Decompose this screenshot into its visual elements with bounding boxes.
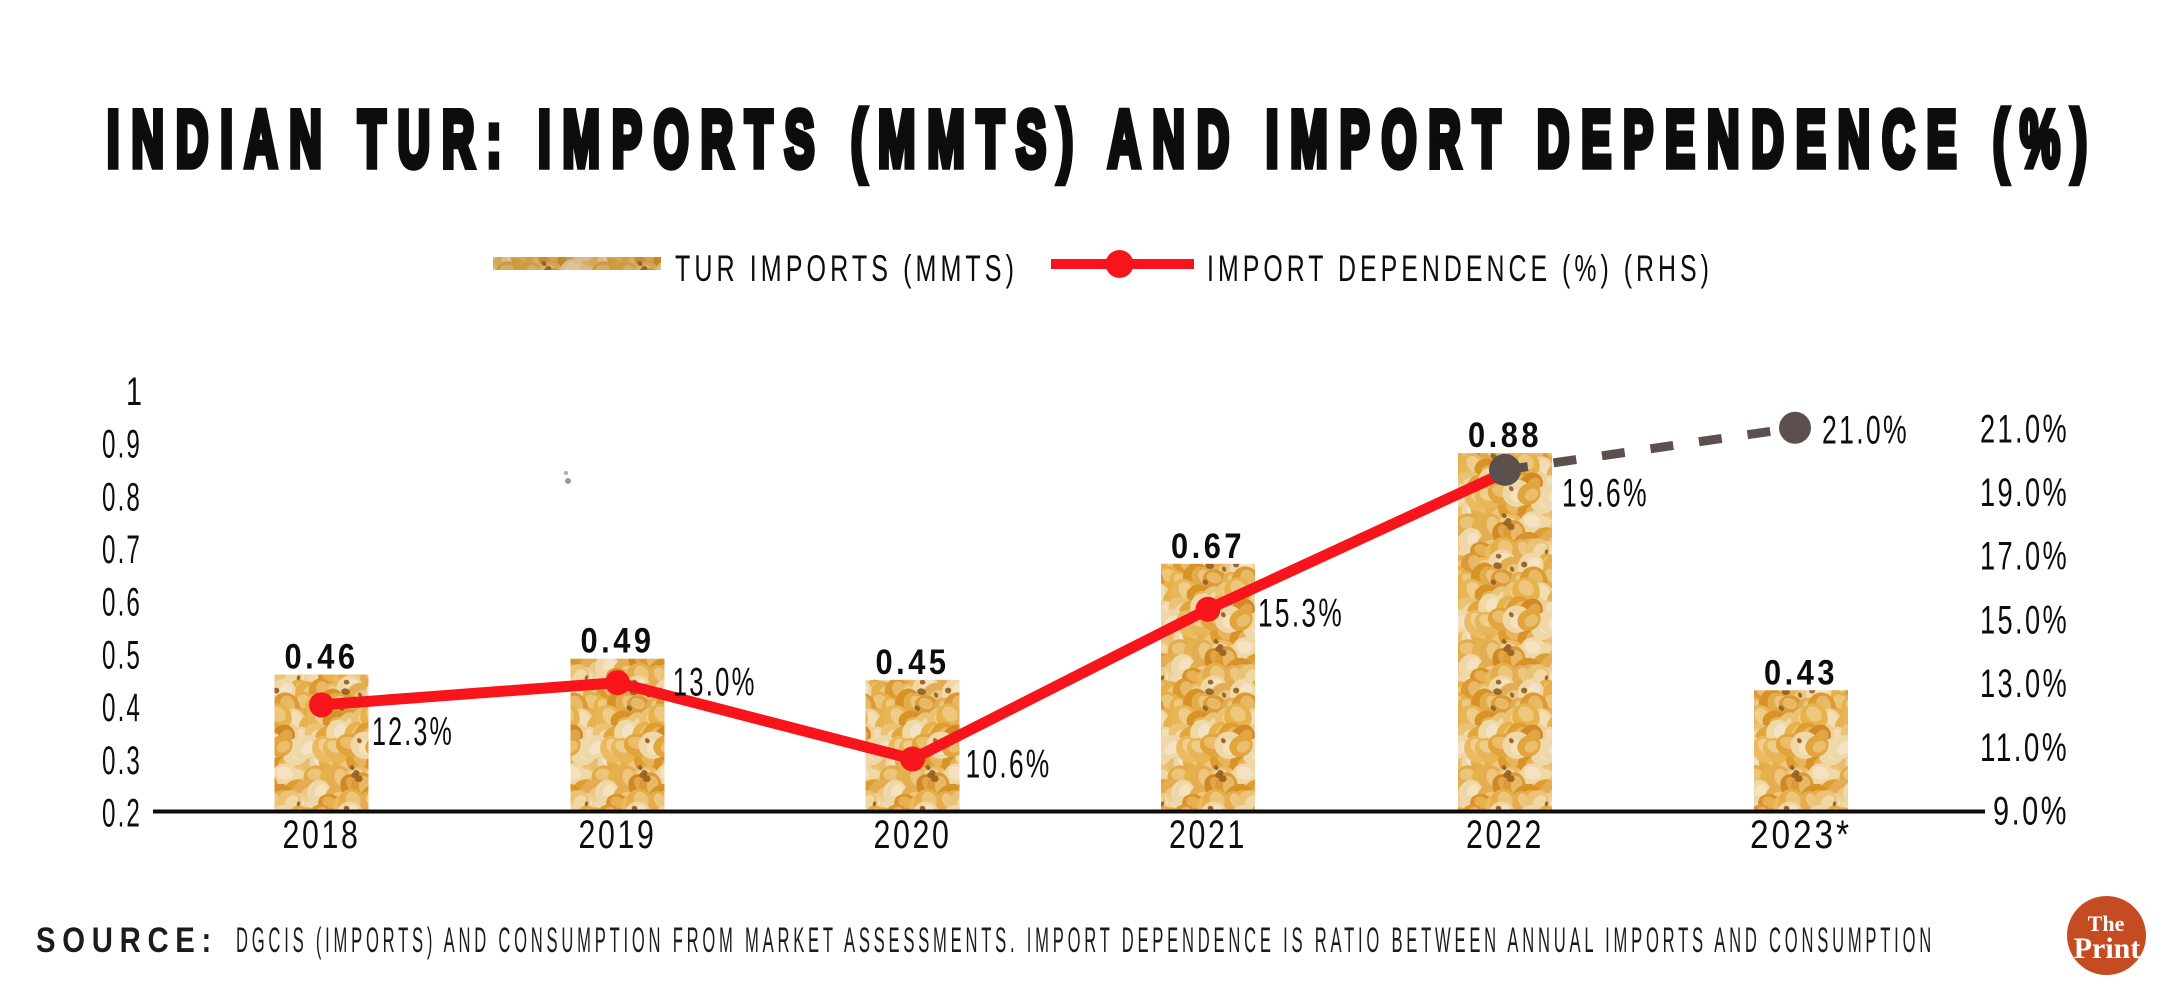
svg-text:15.3%: 15.3% bbox=[1258, 592, 1344, 636]
svg-text:2022: 2022 bbox=[1466, 813, 1544, 857]
svg-text:Print: Print bbox=[2074, 932, 2141, 965]
svg-text:0.8: 0.8 bbox=[102, 475, 142, 519]
svg-text:0.4: 0.4 bbox=[102, 686, 142, 730]
svg-text:0.49: 0.49 bbox=[581, 622, 655, 661]
svg-text:21.0%: 21.0% bbox=[1980, 407, 2069, 451]
svg-text:13.0%: 13.0% bbox=[1980, 662, 2069, 706]
svg-text:15.0%: 15.0% bbox=[1980, 598, 2069, 642]
svg-text:0.6: 0.6 bbox=[102, 581, 142, 625]
svg-text:0.45: 0.45 bbox=[876, 643, 950, 682]
svg-text:19.0%: 19.0% bbox=[1980, 471, 2069, 515]
svg-text:11.0%: 11.0% bbox=[1980, 726, 2069, 770]
svg-text:9.0%: 9.0% bbox=[1993, 790, 2069, 834]
svg-text:The: The bbox=[2088, 911, 2125, 936]
svg-text:17.0%: 17.0% bbox=[1980, 535, 2069, 579]
svg-text:0.88: 0.88 bbox=[1468, 416, 1542, 455]
svg-text:IMPORT DEPENDENCE (%) (RHS): IMPORT DEPENDENCE (%) (RHS) bbox=[1207, 248, 1713, 289]
svg-text:SOURCE:: SOURCE: bbox=[36, 921, 218, 960]
svg-text:INDIAN TUR: IMPORTS (MMTS) AND: INDIAN TUR: IMPORTS (MMTS) AND IMPORT DE… bbox=[107, 95, 2099, 184]
svg-text:19.6%: 19.6% bbox=[1562, 472, 1649, 516]
svg-text:1: 1 bbox=[126, 370, 142, 414]
svg-text:2018: 2018 bbox=[283, 813, 361, 857]
svg-text:0.3: 0.3 bbox=[102, 739, 142, 783]
svg-text:12.3%: 12.3% bbox=[372, 710, 454, 754]
svg-text:0.2: 0.2 bbox=[102, 792, 142, 836]
svg-text:DGCIS (IMPORTS) AND CONSUMPTIO: DGCIS (IMPORTS) AND CONSUMPTION FROM MAR… bbox=[236, 921, 1935, 960]
svg-text:0.67: 0.67 bbox=[1171, 527, 1245, 566]
svg-text:10.6%: 10.6% bbox=[966, 743, 1052, 787]
svg-text:13.0%: 13.0% bbox=[673, 660, 757, 704]
svg-text:0.5: 0.5 bbox=[102, 633, 142, 677]
svg-text:2023*: 2023* bbox=[1750, 813, 1852, 857]
svg-text:2019: 2019 bbox=[579, 813, 657, 857]
svg-text:0.46: 0.46 bbox=[285, 638, 359, 677]
svg-text:0.43: 0.43 bbox=[1764, 653, 1838, 692]
svg-text:2020: 2020 bbox=[874, 813, 952, 857]
svg-text:2021: 2021 bbox=[1169, 813, 1247, 857]
svg-text:TUR IMPORTS (MMTS): TUR IMPORTS (MMTS) bbox=[675, 248, 1018, 289]
svg-text:21.0%: 21.0% bbox=[1822, 409, 1909, 453]
svg-text:0.9: 0.9 bbox=[102, 423, 142, 467]
svg-text:0.7: 0.7 bbox=[102, 528, 142, 572]
